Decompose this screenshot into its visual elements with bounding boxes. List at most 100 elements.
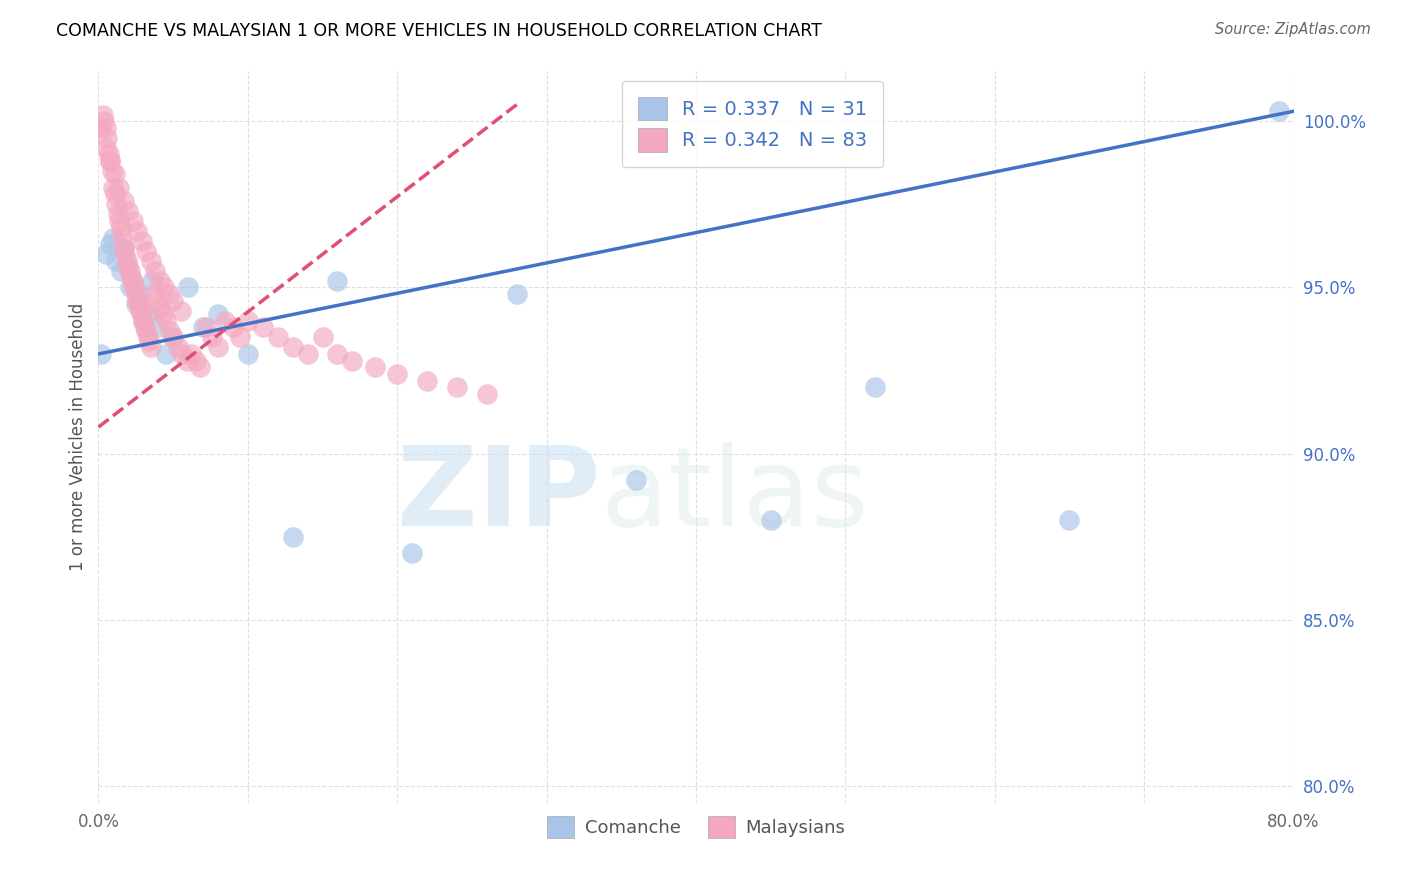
Point — [191, 320, 214, 334]
Point — [105, 197, 128, 211]
Point — [297, 347, 319, 361]
Point — [121, 274, 143, 288]
Point — [148, 320, 170, 334]
Point — [401, 546, 423, 560]
Point — [107, 207, 129, 221]
Point — [229, 330, 252, 344]
Point — [176, 353, 198, 368]
Point — [188, 360, 211, 375]
Point — [139, 253, 162, 268]
Point — [162, 330, 184, 344]
Point — [114, 247, 136, 261]
Point — [127, 224, 149, 238]
Point — [157, 287, 180, 301]
Point — [132, 314, 155, 328]
Point — [115, 253, 138, 268]
Point — [111, 230, 134, 244]
Point — [94, 247, 117, 261]
Point — [281, 530, 304, 544]
Point — [96, 131, 118, 145]
Point — [131, 307, 153, 321]
Y-axis label: 1 or more Vehicles in Household: 1 or more Vehicles in Household — [69, 303, 87, 571]
Point — [207, 340, 229, 354]
Point — [134, 320, 156, 334]
Point — [222, 320, 245, 334]
Point — [136, 307, 159, 321]
Point — [105, 253, 128, 268]
Point — [1059, 513, 1081, 527]
Point — [195, 320, 218, 334]
Point — [124, 280, 146, 294]
Point — [506, 287, 529, 301]
Point — [118, 264, 141, 278]
Point — [103, 230, 125, 244]
Point — [112, 241, 135, 255]
Point — [138, 334, 160, 348]
Point — [267, 330, 290, 344]
Point — [91, 107, 114, 121]
Point — [104, 187, 127, 202]
Point — [141, 274, 163, 288]
Point — [311, 330, 333, 344]
Point — [155, 314, 177, 328]
Point — [97, 147, 120, 161]
Point — [103, 180, 125, 194]
Point — [98, 154, 122, 169]
Point — [93, 114, 115, 128]
Text: atlas: atlas — [600, 442, 869, 549]
Point — [142, 287, 165, 301]
Point — [416, 374, 439, 388]
Point — [98, 154, 122, 169]
Point — [104, 168, 127, 182]
Point — [136, 330, 159, 344]
Point — [162, 293, 184, 308]
Point — [385, 367, 409, 381]
Point — [115, 257, 138, 271]
Point — [132, 314, 155, 328]
Point — [236, 314, 259, 328]
Point — [149, 274, 172, 288]
Point — [125, 297, 148, 311]
Point — [177, 280, 200, 294]
Point — [125, 287, 148, 301]
Point — [90, 120, 112, 135]
Point — [143, 264, 166, 278]
Point — [112, 241, 135, 255]
Point — [110, 264, 132, 278]
Point — [117, 204, 139, 219]
Point — [169, 303, 191, 318]
Point — [135, 244, 157, 258]
Point — [626, 473, 648, 487]
Point — [108, 180, 131, 194]
Point — [172, 347, 194, 361]
Point — [166, 340, 188, 354]
Point — [117, 260, 139, 275]
Point — [131, 234, 153, 248]
Point — [98, 237, 122, 252]
Point — [149, 301, 172, 315]
Point — [129, 287, 152, 301]
Point — [94, 141, 117, 155]
Point — [236, 347, 259, 361]
Point — [326, 347, 349, 361]
Point — [101, 164, 124, 178]
Point — [759, 513, 782, 527]
Point — [121, 214, 143, 228]
Point — [281, 340, 304, 354]
Point — [118, 280, 141, 294]
Point — [214, 314, 236, 328]
Text: COMANCHE VS MALAYSIAN 1 OR MORE VEHICLES IN HOUSEHOLD CORRELATION CHART: COMANCHE VS MALAYSIAN 1 OR MORE VEHICLES… — [56, 22, 823, 40]
Point — [180, 347, 202, 361]
Point — [446, 380, 468, 394]
Point — [121, 277, 143, 292]
Point — [865, 380, 887, 394]
Point — [110, 220, 132, 235]
Point — [364, 360, 387, 375]
Point — [153, 280, 176, 294]
Point — [94, 120, 117, 135]
Point — [128, 297, 150, 311]
Point — [162, 330, 184, 344]
Point — [108, 214, 131, 228]
Point — [1267, 104, 1289, 119]
Point — [252, 320, 274, 334]
